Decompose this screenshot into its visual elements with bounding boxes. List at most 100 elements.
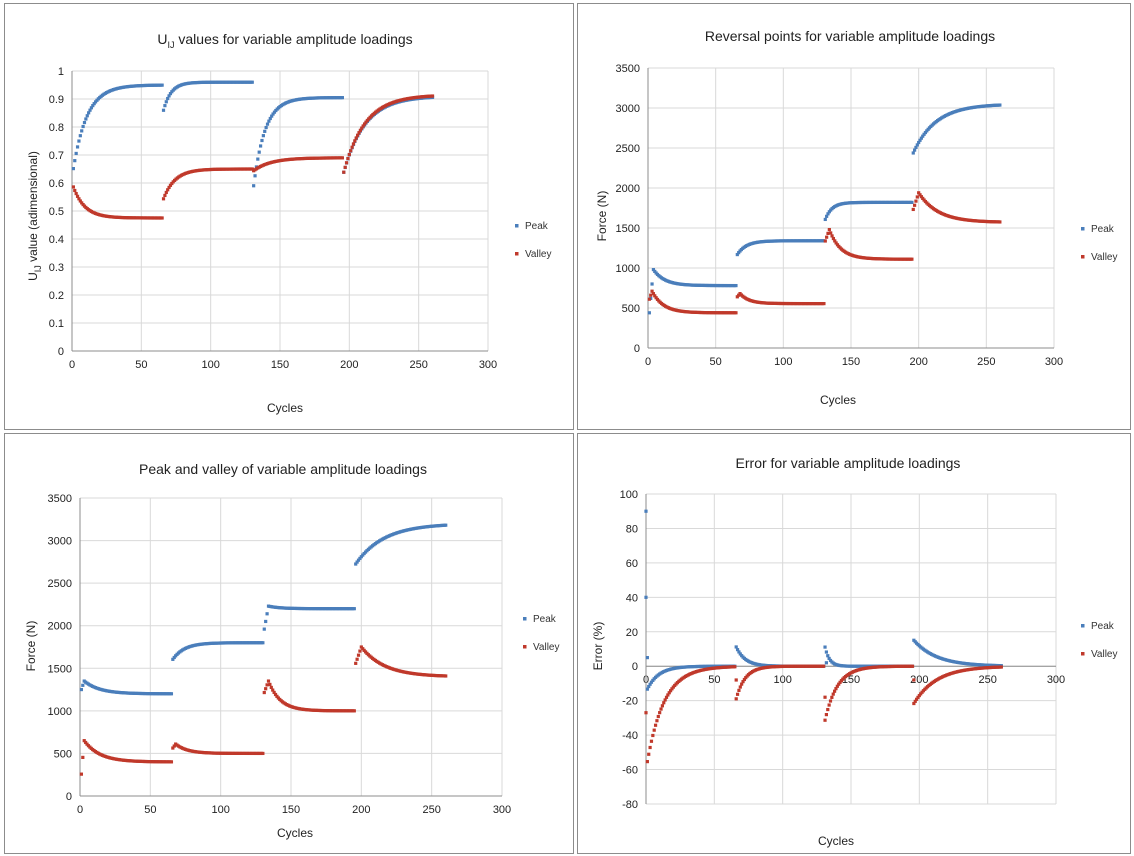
gridlines	[79, 497, 503, 797]
data-point	[167, 185, 171, 190]
data-point	[171, 657, 175, 661]
data-point	[651, 733, 655, 738]
data-point	[650, 289, 654, 293]
data-point	[166, 188, 170, 192]
data-point	[273, 692, 278, 697]
data-point	[359, 555, 363, 559]
data-point	[267, 119, 271, 123]
legend-marker	[1081, 624, 1085, 628]
data-point	[253, 174, 257, 178]
data-point	[653, 269, 657, 274]
x-tick-label: 50	[144, 804, 156, 816]
data-point	[645, 760, 649, 764]
legend-item-peak: Peak	[523, 614, 557, 625]
data-point	[264, 619, 268, 624]
data-point	[81, 124, 85, 129]
data-point	[734, 678, 738, 682]
data-point	[349, 149, 353, 153]
data-point	[824, 661, 828, 665]
peak-valley-chart: Peak and valley of variable amplitude lo…	[24, 461, 560, 840]
data-point	[167, 94, 171, 98]
data-point	[833, 689, 837, 693]
series-peak	[644, 509, 1003, 691]
data-point	[364, 120, 368, 124]
data-point	[826, 654, 830, 658]
data-point	[169, 760, 174, 764]
data-point	[831, 692, 835, 696]
legend-marker	[1081, 227, 1085, 231]
error-chart: Error for variable amplitude loadings Cy…	[591, 455, 1118, 848]
chart-panel-peak-valley: Peak and valley of variable amplitude lo…	[4, 433, 574, 854]
data-point	[356, 558, 361, 562]
data-point	[262, 690, 266, 695]
data-point	[824, 712, 828, 717]
data-point	[444, 523, 448, 527]
data-point	[910, 664, 915, 668]
legend-item-valley: Valley	[1081, 252, 1118, 263]
x-tick-label: 150	[842, 356, 860, 368]
data-point	[670, 687, 674, 691]
data-point	[910, 200, 914, 205]
data-point	[343, 165, 347, 169]
data-point	[830, 695, 834, 699]
y-axis-label: Force (N)	[24, 621, 38, 672]
u-values-chart: UIJ values for variable amplitude loadin…	[26, 31, 552, 415]
y-tick-label: 40	[626, 592, 638, 604]
data-point	[658, 711, 662, 715]
data-point	[738, 652, 742, 656]
data-point	[737, 251, 741, 255]
data-point	[911, 151, 915, 155]
data-point	[78, 134, 82, 138]
data-point	[361, 647, 365, 651]
data-point	[262, 627, 266, 631]
data-point	[163, 193, 167, 198]
data-point	[365, 118, 369, 123]
y-axis-label: UIJ value (adimensional)	[26, 151, 43, 281]
data-point	[79, 772, 84, 776]
data-point	[261, 751, 265, 756]
data-point	[357, 131, 361, 135]
chart-title: Error for variable amplitude loadings	[736, 455, 961, 471]
y-tick-label: 1000	[616, 263, 640, 275]
data-point	[73, 159, 77, 163]
y-tick-label: 0	[632, 661, 638, 673]
data-point	[82, 739, 86, 743]
data-point	[917, 140, 921, 145]
data-point	[270, 114, 274, 118]
data-point	[168, 183, 173, 187]
data-point	[257, 150, 261, 154]
data-point	[360, 126, 364, 130]
data-point	[444, 674, 448, 678]
data-point	[824, 650, 828, 654]
data-point	[344, 161, 349, 165]
data-point	[825, 214, 829, 218]
y-tick-label: 3500	[616, 63, 640, 75]
data-point	[827, 703, 831, 707]
data-point	[666, 693, 670, 697]
data-point	[823, 718, 827, 722]
data-point	[271, 112, 275, 116]
x-tick-label: 300	[1047, 674, 1065, 686]
x-tick-label: 200	[910, 674, 928, 686]
data-point	[647, 297, 651, 301]
data-point	[651, 678, 655, 682]
data-point	[915, 697, 919, 701]
data-point	[82, 120, 87, 125]
chart-panel-u-values: UIJ values for variable amplitude loadin…	[4, 3, 574, 430]
y-axis-label: Force (N)	[595, 191, 609, 242]
data-point	[822, 301, 826, 306]
y-tick-label: -40	[622, 730, 638, 742]
data-point	[830, 234, 834, 238]
data-point	[346, 156, 350, 161]
y-tick-label: 20	[626, 627, 638, 639]
y-tick-label: 0.9	[49, 94, 64, 106]
data-point	[77, 197, 81, 201]
data-point	[645, 656, 649, 660]
chart-title: Peak and valley of variable amplitude lo…	[139, 461, 427, 477]
x-tick-label: 50	[135, 359, 147, 371]
legend-label: Peak	[525, 221, 549, 232]
chart-title: Reversal points for variable amplitude l…	[705, 28, 995, 44]
data-point	[161, 197, 166, 201]
data-point	[664, 695, 669, 699]
data-point	[919, 692, 923, 696]
